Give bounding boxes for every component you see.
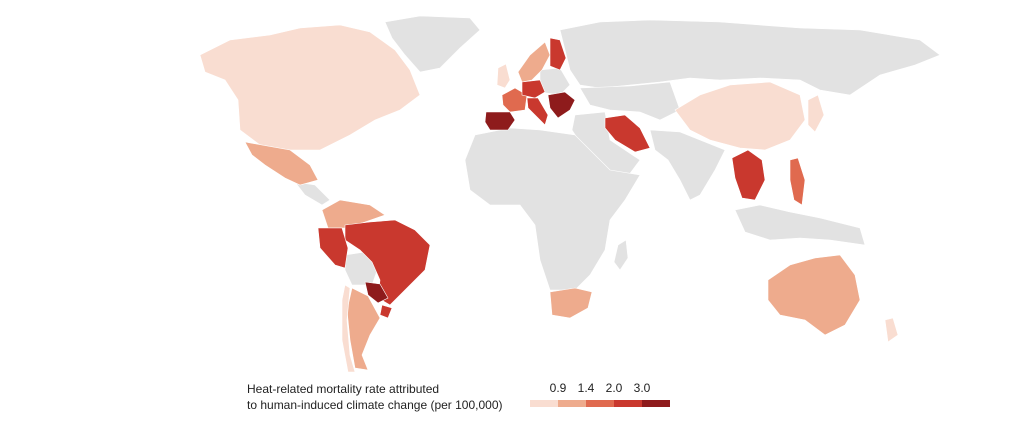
legend-break-label: 1.4 [578,381,595,395]
legend: Heat-related mortality rate attributed t… [247,381,670,412]
south-asia [649,129,726,201]
paraguay [364,281,389,304]
france [501,87,528,113]
legend-swatch [614,400,642,407]
legend-swatch [558,400,586,407]
central-asia [579,81,681,121]
chile [341,284,356,373]
spain [484,111,516,131]
australia [767,254,861,336]
new-zealand [884,317,899,343]
legend-break-label: 3.0 [634,381,651,395]
central-europe [521,79,546,99]
philippines [789,157,806,206]
africa [464,127,641,291]
legend-title: Heat-related mortality rate attributed [247,382,439,396]
greenland [384,15,481,73]
legend-swatch [586,400,614,407]
china [674,81,806,151]
legend-title: to human-induced climate change (per 100… [247,398,503,412]
southeast-asia [731,149,766,201]
russia [559,19,941,96]
argentina [346,287,381,371]
uk [496,63,511,89]
uruguay [379,304,393,319]
central-america [294,181,331,206]
legend-swatch [642,400,670,407]
indonesia [734,204,866,246]
japan [807,94,825,133]
legend-break-label: 0.9 [550,381,567,395]
legend-break-label: 2.0 [606,381,623,395]
madagascar [613,239,629,271]
north-america [199,24,421,151]
balkans [547,91,576,119]
italy [526,97,549,126]
south-africa [549,287,593,319]
iran [604,114,651,153]
legend-swatch [530,400,558,407]
mexico [244,141,319,186]
brazil [344,219,431,306]
world-map [199,15,941,373]
peru [317,227,349,269]
finland [549,37,567,71]
